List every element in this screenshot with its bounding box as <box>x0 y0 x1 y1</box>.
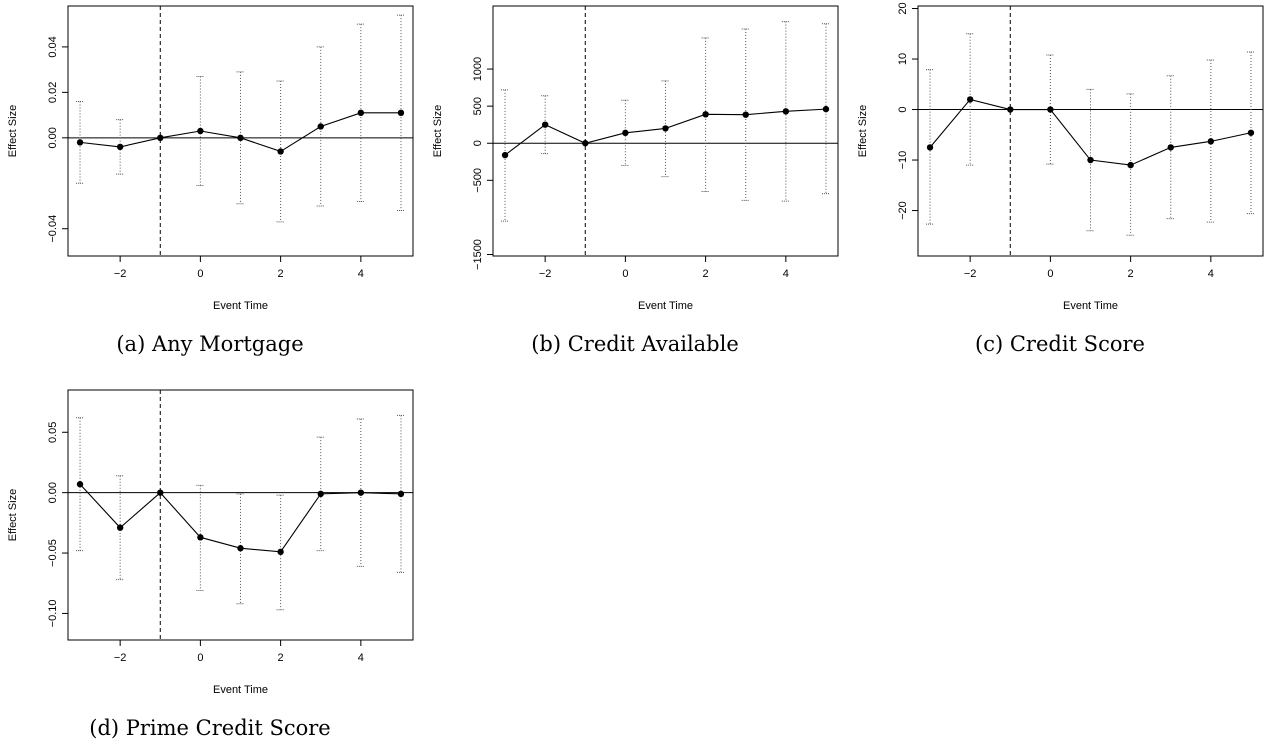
chart-0-data-point <box>397 109 405 117</box>
chart-credit-available: −2 0 2 4 −1500 −500 0 500 1000 Event Time Effect S… <box>432 5 839 312</box>
chart-3-data-point <box>197 534 204 541</box>
chart-2-data-point <box>1087 156 1094 164</box>
chart-3-y-tick-label: 0.00 <box>47 482 59 503</box>
chart-1-plot-frame <box>492 5 839 257</box>
chart-3-data-point <box>76 481 84 488</box>
chart-3-data-point <box>357 489 365 496</box>
chart-3-data-point <box>397 490 405 498</box>
chart-3-plot-frame <box>67 389 414 641</box>
panel-credit-available: −2 0 2 4 −1500 −500 0 500 1000 Event Time Effect S… <box>425 0 845 370</box>
chart-3-x-tick-label: 4 <box>358 652 364 664</box>
chart-1-data-point <box>822 105 830 113</box>
chart-0-data-point <box>197 127 204 135</box>
chart-1-x-tick-label: −2 <box>539 268 552 280</box>
chart-2-x-tick-label: 2 <box>1128 268 1134 280</box>
chart-0-data-point <box>317 123 324 130</box>
chart-2-y-tick-label: 10 <box>897 53 909 65</box>
chart-3-x-tick-label: 2 <box>278 652 284 664</box>
chart-2-plot-frame <box>917 5 1264 257</box>
chart-1-x-tick-label: 4 <box>783 268 789 280</box>
panel-any-mortgage: −2 0 2 4 −0.04 0.00 0.02 0.04 Event Time Effect S… <box>0 0 420 370</box>
chart-3-y-tick-label: −0.10 <box>47 600 59 628</box>
chart-3-data-point <box>116 524 124 531</box>
chart-0-y-tick-label: 0.00 <box>47 127 59 148</box>
chart-3-data-point <box>237 545 244 552</box>
chart-1-x-axis-title: Event Time <box>638 300 693 312</box>
chart-2-data-point <box>1167 144 1174 151</box>
chart-2-data-point <box>1127 161 1134 169</box>
chart-1-data-point <box>582 140 589 147</box>
chart-2-data-point <box>1047 106 1054 113</box>
chart-0-x-tick-label: 0 <box>197 268 203 280</box>
chart-3-y-axis-title: Effect Size <box>7 489 19 541</box>
chart-any-mortgage: −2 0 2 4 −0.04 0.00 0.02 0.04 Event Time Effect S… <box>7 5 414 312</box>
chart-2-y-tick-label: −20 <box>897 201 909 220</box>
chart-2-y-tick-label: 20 <box>897 2 909 14</box>
chart-1-data-point <box>782 108 790 115</box>
chart-3-y-tick-label: −0.05 <box>47 539 59 567</box>
chart-0-y-tick-label: −0.04 <box>47 215 59 243</box>
chart-0-y-tick-label: 0.04 <box>47 36 59 57</box>
panel-credit-score: −2 0 2 4 −20 −10 0 10 20 Event Time Effect Size (c… <box>850 0 1269 370</box>
chart-2-data-point <box>926 144 934 151</box>
chart-0-y-axis-title: Effect Size <box>7 105 19 157</box>
chart-1-data-point <box>622 129 629 137</box>
chart-3-data-point <box>317 490 324 498</box>
chart-0-data-point <box>277 148 284 155</box>
chart-0-x-tick-label: 2 <box>278 268 284 280</box>
chart-1-y-tick-label: −500 <box>472 168 484 193</box>
chart-0-data-point <box>116 143 124 151</box>
chart-1-x-tick-label: 0 <box>622 268 628 280</box>
caption-any-mortgage: (a) Any Mortgage <box>116 332 304 356</box>
chart-2-y-axis-title: Effect Size <box>857 105 869 157</box>
chart-2-data-point <box>1007 106 1014 113</box>
chart-2-data-point <box>1207 138 1215 145</box>
chart-2-y-tick-label: 0 <box>897 106 909 112</box>
chart-0-y-tick-label: 0.02 <box>47 82 59 103</box>
caption-prime-credit-score: (d) Prime Credit Score <box>89 716 331 740</box>
chart-3-y-tick-label: 0.05 <box>47 422 59 443</box>
chart-3-x-tick-label: −2 <box>114 652 127 664</box>
chart-2-x-tick-label: 4 <box>1208 268 1214 280</box>
chart-1-y-tick-label: 500 <box>472 97 484 115</box>
chart-1-y-tick-label: 1000 <box>472 57 484 81</box>
caption-credit-available: (b) Credit Available <box>531 332 739 356</box>
chart-2-y-tick-label: −10 <box>897 151 909 170</box>
chart-0-x-tick-label: 4 <box>358 268 364 280</box>
chart-1-data-point <box>702 111 709 118</box>
chart-3-data-point <box>157 489 164 496</box>
caption-credit-score: (c) Credit Score <box>975 332 1145 356</box>
chart-1-data-point <box>541 121 549 128</box>
chart-0-data-point <box>157 134 164 142</box>
chart-1-y-axis-title: Effect Size <box>432 105 444 157</box>
chart-prime-credit-score: −2 0 2 4 −0.10 −0.05 0.00 0.05 Event Time Effect … <box>7 389 414 696</box>
chart-0-x-axis-title: Event Time <box>213 300 268 312</box>
chart-0-plot-frame <box>67 5 414 257</box>
chart-2-x-axis-title: Event Time <box>1063 300 1118 312</box>
chart-2-x-tick-label: −2 <box>964 268 977 280</box>
chart-1-data-point <box>742 111 749 118</box>
chart-1-data-point <box>501 151 509 159</box>
chart-1-y-tick-label: 0 <box>472 140 484 146</box>
chart-2-data-point <box>1247 129 1255 136</box>
chart-2-data-point <box>966 96 974 103</box>
chart-3-x-axis-title: Event Time <box>213 684 268 696</box>
panel-prime-credit-score: −2 0 2 4 −0.10 −0.05 0.00 0.05 Event Time Effect … <box>0 384 420 754</box>
chart-1-x-tick-label: 2 <box>703 268 709 280</box>
chart-1-data-point <box>662 125 669 132</box>
chart-0-data-point <box>237 134 244 142</box>
chart-2-x-tick-label: 0 <box>1047 268 1053 280</box>
chart-1-y-tick-label: −1500 <box>472 239 484 270</box>
chart-0-data-point <box>357 109 365 117</box>
chart-0-x-tick-label: −2 <box>114 268 127 280</box>
chart-3-data-point <box>277 548 284 556</box>
chart-0-data-point <box>76 139 84 146</box>
chart-3-x-tick-label: 0 <box>197 652 203 664</box>
